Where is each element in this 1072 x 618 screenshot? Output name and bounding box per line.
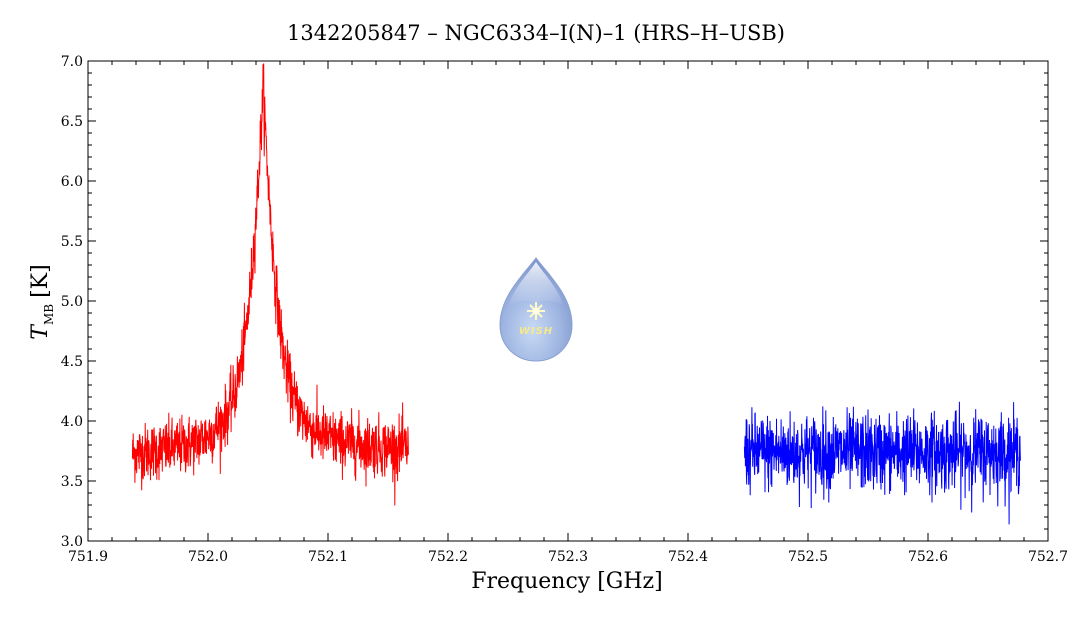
y-tick-labels: 3.0 3.5 4.0 4.5 5.0 5.5 6.0 6.5 7.0	[61, 54, 83, 550]
y-tick-label: 7.0	[61, 54, 83, 70]
x-tick-label: 752.1	[308, 549, 348, 565]
y-tick-label: 6.5	[61, 114, 83, 130]
svg-text:TMB[K]: TMB [K]	[28, 264, 56, 339]
red-spectrum-series	[131, 63, 409, 506]
wish-logo: WISH	[499, 257, 573, 362]
x-tick-label: 752.2	[428, 549, 468, 565]
y-axis-label: TMB [K]	[28, 264, 56, 339]
x-tick-label: 752.3	[548, 549, 588, 565]
x-tick-label: 752.5	[788, 549, 828, 565]
y-axis-label-sub: MB	[42, 304, 56, 325]
x-tick-label: 752.0	[188, 549, 228, 565]
x-tick-labels: 751.9 752.0 752.1 752.2 752.3 752.4 752.5 752.6…	[68, 549, 1068, 565]
x-tick-label: 752.4	[668, 549, 708, 565]
y-tick-label: 4.0	[61, 414, 83, 430]
y-tick-label: 5.5	[61, 234, 83, 250]
drop-highlight	[509, 262, 563, 306]
y-tick-label: 3.5	[61, 474, 83, 490]
y-tick-label: 5.0	[61, 294, 83, 310]
y-axis-label-main: T	[28, 323, 53, 340]
blue-spectrum-series	[743, 401, 1021, 525]
ticks-layer	[87, 60, 1049, 542]
chart-title: 1342205847 – NGC6334–I(N)–1 (HRS–H–USB)	[287, 21, 785, 45]
y-tick-label: 3.0	[61, 534, 83, 550]
x-axis-label: Frequency [GHz]	[471, 569, 663, 594]
series-layer	[131, 63, 1021, 525]
x-tick-label: 752.6	[908, 549, 948, 565]
star-core	[532, 307, 540, 315]
wish-logo-text: WISH	[519, 326, 553, 337]
x-tick-label: 751.9	[68, 549, 108, 565]
y-tick-label: 4.5	[61, 354, 83, 370]
y-axis-label-unit: [K]	[28, 264, 53, 298]
y-tick-label: 6.0	[61, 174, 83, 190]
x-tick-label: 752.7	[1028, 549, 1068, 565]
